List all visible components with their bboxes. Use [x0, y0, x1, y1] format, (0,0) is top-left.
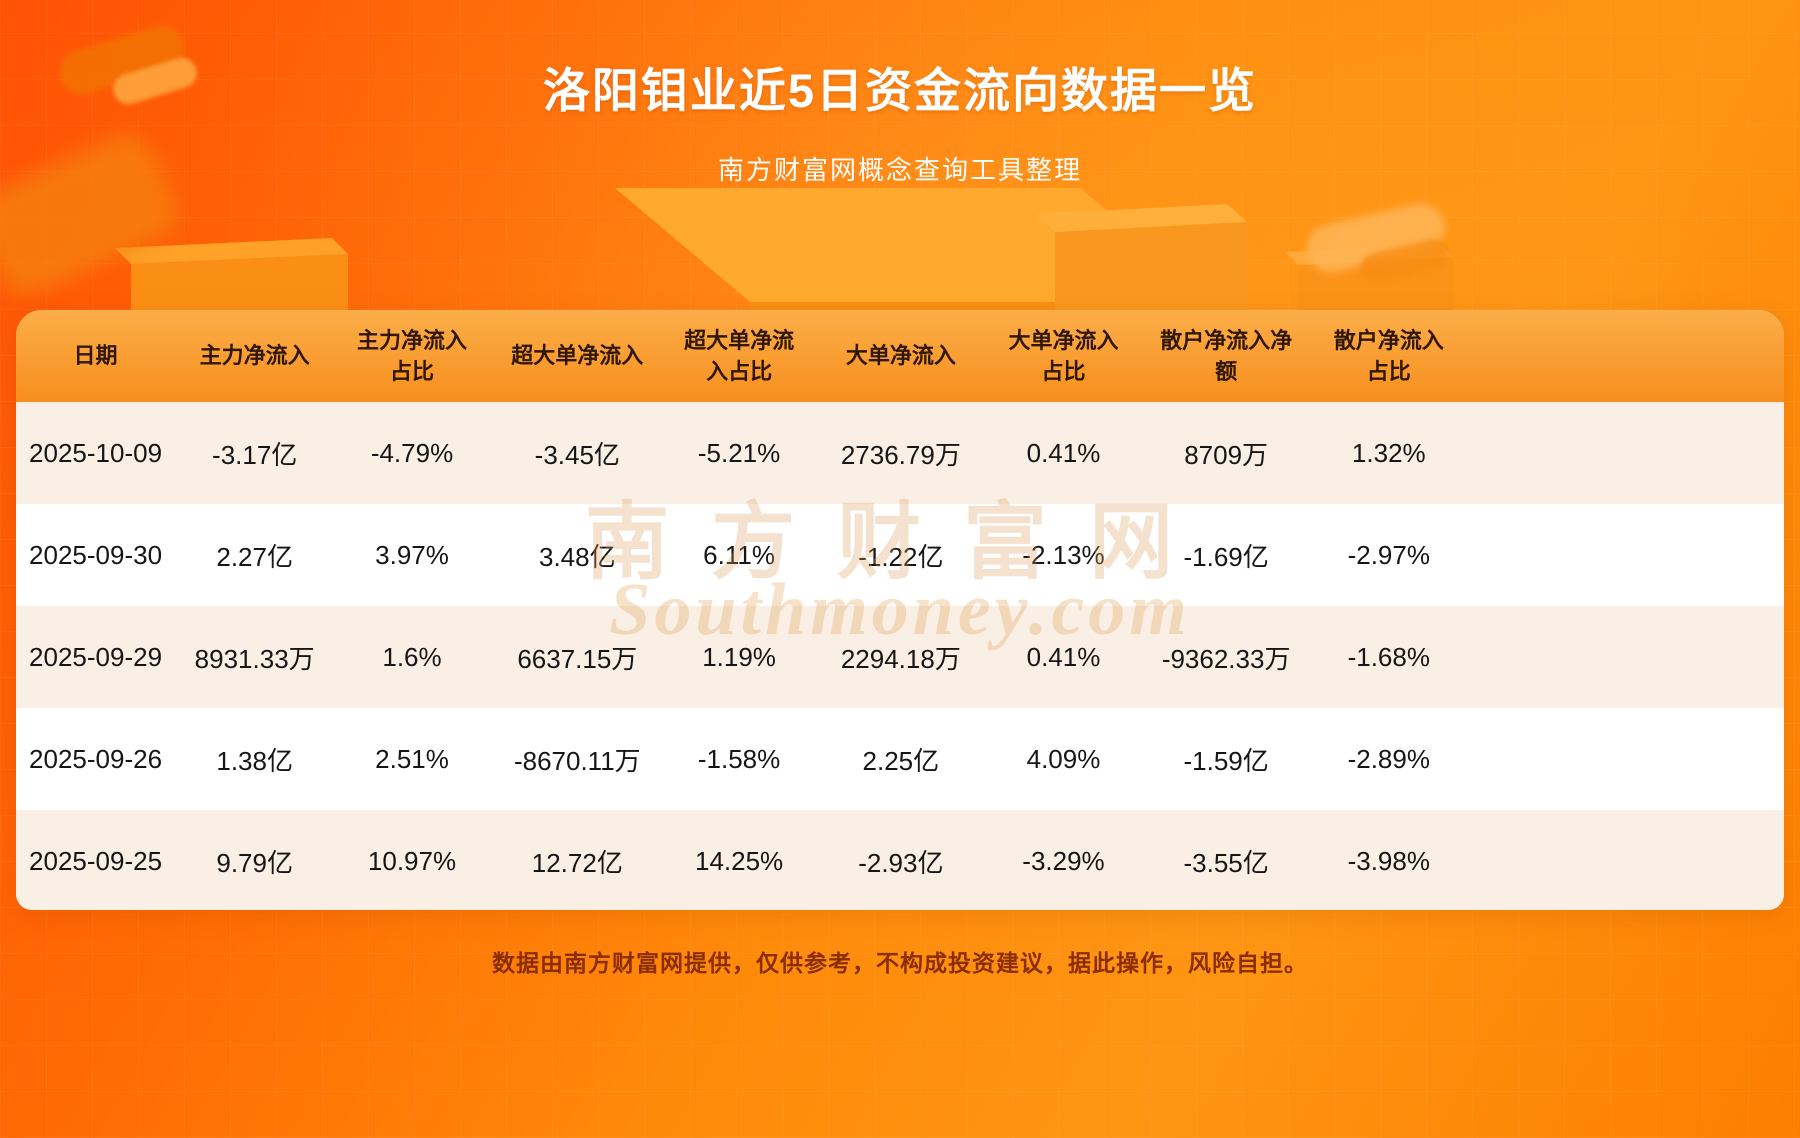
date-cell: 2025-10-09 — [29, 437, 163, 468]
deco-streak-icon — [1357, 236, 1453, 286]
value-cell: 8931.33万 — [194, 643, 315, 674]
filler-cell — [1464, 606, 1784, 708]
value-cell: 3.48亿 — [539, 541, 616, 572]
value-cell: -3.45亿 — [534, 439, 620, 470]
column-header: 散户净流入净额 — [1160, 327, 1293, 384]
filler-cell — [1464, 708, 1784, 810]
value-cell: 1.38亿 — [216, 745, 293, 776]
value-cell: 0.41% — [1026, 641, 1101, 672]
value-cell: -2.13% — [1022, 539, 1105, 570]
value-cell: -1.69亿 — [1183, 541, 1269, 572]
deco-streak-icon — [1302, 198, 1450, 278]
filler-cell — [1464, 402, 1784, 504]
column-header: 日期 — [73, 343, 118, 369]
filler-cell — [1464, 810, 1784, 910]
column-header: 大单净流入 — [845, 343, 956, 369]
value-cell: 0.41% — [1026, 437, 1101, 468]
table-row: 2025-09-26 1.38亿 2.51% -8670.11万 -1.58% 2.25亿… — [16, 708, 1784, 810]
value-cell: 8709万 — [1184, 439, 1269, 470]
value-cell: 1.32% — [1351, 437, 1426, 468]
value-cell: 6.11% — [703, 539, 775, 570]
disclaimer-text: 数据由南方财富网提供，仅供参考，不构成投资建议，据此操作，风险自担。 — [492, 950, 1308, 976]
table-row: 2025-10-09 -3.17亿 -4.79% -3.45亿 -5.21% 2736.7… — [16, 402, 1784, 504]
date-cell: 2025-09-26 — [29, 743, 163, 774]
table-body: 2025-10-09 -3.17亿 -4.79% -3.45亿 -5.21% 2736.7… — [16, 402, 1784, 910]
column-header: 超大单净流入占比 — [684, 327, 795, 384]
column-header: 大单净流入占比 — [1008, 327, 1119, 384]
page-subtitle: 南方财富网概念查询工具整理 — [717, 155, 1082, 185]
value-cell: -2.97% — [1347, 539, 1430, 570]
value-cell: 6637.15万 — [517, 643, 638, 674]
value-cell: -8670.11万 — [513, 745, 641, 776]
column-header: 超大单净流入 — [511, 343, 644, 369]
value-cell: 9.79亿 — [216, 847, 293, 878]
data-table: 日期 主力净流入 主力净流入占比 超大单净流入 超大单净流入占比 大单净流入 大单净流入占比… — [16, 310, 1784, 910]
table-header-row: 日期 主力净流入 主力净流入占比 超大单净流入 超大单净流入占比 大单净流入 大单净流入占比… — [16, 310, 1784, 402]
value-cell: 12.72亿 — [531, 847, 623, 878]
value-cell: 3.97% — [375, 539, 449, 570]
value-cell: 2.51% — [375, 743, 449, 774]
value-cell: -1.68% — [1347, 641, 1430, 672]
column-header-filler — [1464, 310, 1784, 402]
value-cell: -9362.33万 — [1161, 643, 1291, 674]
value-cell: -2.93亿 — [858, 847, 944, 878]
date-cell: 2025-09-25 — [29, 845, 163, 876]
value-cell: 2736.79万 — [840, 439, 961, 470]
table-row: 2025-09-30 2.27亿 3.97% 3.48亿 6.11% -1.22亿 -2.1… — [16, 504, 1784, 606]
value-cell: 2.27亿 — [216, 541, 293, 572]
value-cell: -1.22亿 — [858, 541, 944, 572]
date-cell: 2025-09-29 — [29, 641, 163, 672]
table-row: 2025-09-29 8931.33万 1.6% 6637.15万 1.19% 2294.… — [16, 606, 1784, 708]
value-cell: -1.58% — [697, 743, 781, 774]
value-cell: 14.25% — [694, 845, 784, 876]
value-cell: -3.17亿 — [212, 439, 298, 470]
column-header: 主力净流入 — [199, 343, 310, 369]
value-cell: -3.98% — [1347, 845, 1430, 876]
fund-flow-table: 日期 主力净流入 主力净流入占比 超大单净流入 超大单净流入占比 大单净流入 大单净流入占比… — [16, 310, 1784, 910]
value-cell: 10.97% — [367, 845, 457, 876]
filler-cell — [1464, 504, 1784, 606]
column-header: 主力净流入占比 — [357, 327, 468, 384]
value-cell: 1.19% — [702, 641, 776, 672]
value-cell: 4.09% — [1026, 743, 1101, 774]
value-cell: -3.55亿 — [1183, 847, 1269, 878]
page-title: 洛阳钼业近5日资金流向数据一览 — [542, 64, 1258, 117]
value-cell: 1.6% — [382, 641, 442, 672]
value-cell: 2294.18万 — [840, 643, 961, 674]
value-cell: -1.59亿 — [1183, 745, 1269, 776]
value-cell: 2.25亿 — [862, 745, 940, 776]
value-cell: -2.89% — [1347, 743, 1430, 774]
date-cell: 2025-09-30 — [29, 539, 163, 570]
value-cell: -4.79% — [370, 437, 454, 468]
value-cell: -3.29% — [1022, 845, 1105, 876]
table-row: 2025-09-25 9.79亿 10.97% 12.72亿 14.25% -2.93亿 -… — [16, 810, 1784, 910]
value-cell: -5.21% — [697, 437, 781, 468]
column-header: 散户净流入占比 — [1333, 327, 1444, 384]
